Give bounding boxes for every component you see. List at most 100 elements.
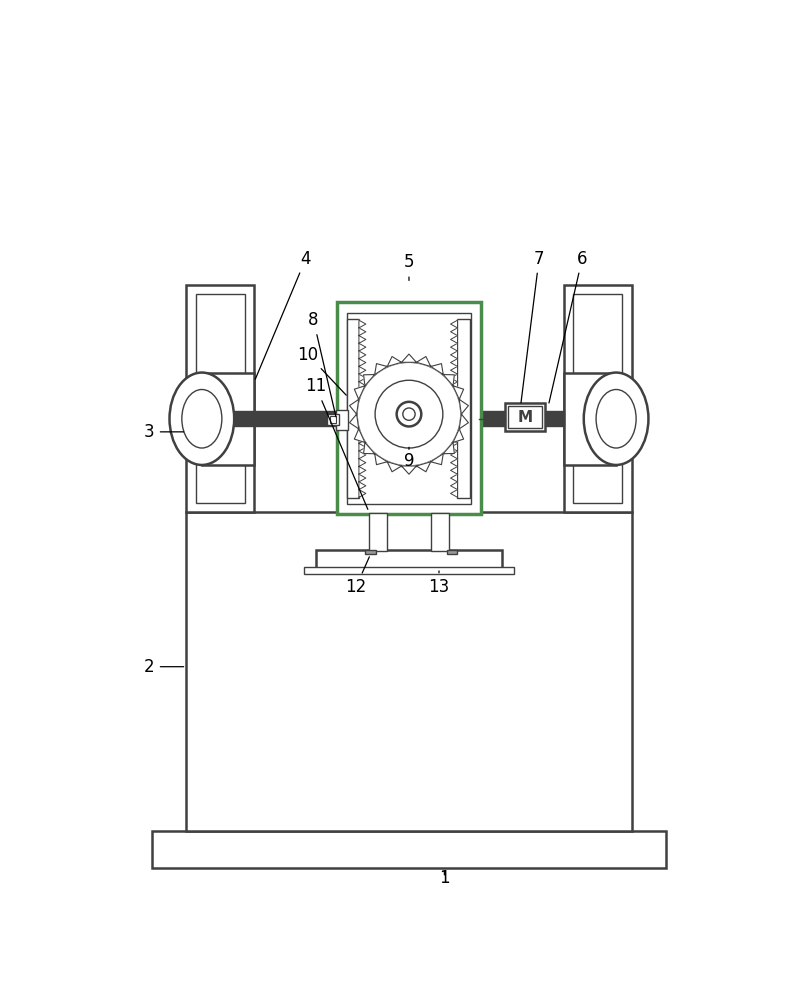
Polygon shape <box>451 389 457 397</box>
Ellipse shape <box>182 389 222 448</box>
Bar <box>369 513 387 551</box>
Bar <box>187 512 631 831</box>
Polygon shape <box>375 454 387 465</box>
Bar <box>330 416 336 423</box>
Bar <box>431 513 449 551</box>
Polygon shape <box>451 374 457 382</box>
Circle shape <box>375 380 443 448</box>
Polygon shape <box>451 320 457 328</box>
Ellipse shape <box>596 389 636 448</box>
Polygon shape <box>451 420 457 428</box>
Polygon shape <box>359 459 365 466</box>
Polygon shape <box>451 413 457 420</box>
Polygon shape <box>451 466 457 474</box>
Polygon shape <box>451 451 457 459</box>
Text: 8: 8 <box>308 311 336 417</box>
Polygon shape <box>387 462 401 472</box>
Polygon shape <box>451 459 457 466</box>
Polygon shape <box>359 336 365 343</box>
Polygon shape <box>359 328 365 336</box>
Polygon shape <box>359 359 365 366</box>
Polygon shape <box>443 442 454 454</box>
Polygon shape <box>451 428 457 436</box>
Polygon shape <box>451 405 457 413</box>
Bar <box>196 294 245 503</box>
Bar <box>316 550 502 568</box>
Bar <box>152 831 666 868</box>
Polygon shape <box>431 454 443 465</box>
Polygon shape <box>359 382 365 389</box>
Polygon shape <box>453 386 464 399</box>
Polygon shape <box>451 482 457 490</box>
Polygon shape <box>451 443 457 451</box>
Polygon shape <box>451 336 457 343</box>
Polygon shape <box>359 428 365 436</box>
Text: M: M <box>518 410 533 425</box>
Circle shape <box>357 362 461 466</box>
Polygon shape <box>359 466 365 474</box>
Polygon shape <box>459 399 468 414</box>
Polygon shape <box>459 414 468 429</box>
Ellipse shape <box>584 373 649 465</box>
Text: 5: 5 <box>404 253 414 280</box>
Polygon shape <box>359 482 365 490</box>
Polygon shape <box>387 357 401 367</box>
Bar <box>337 302 481 514</box>
Polygon shape <box>451 436 457 443</box>
Polygon shape <box>359 413 365 420</box>
Bar <box>365 550 376 554</box>
Bar <box>563 373 616 465</box>
Polygon shape <box>417 357 431 367</box>
Polygon shape <box>359 397 365 405</box>
Polygon shape <box>359 405 365 413</box>
Polygon shape <box>451 359 457 366</box>
Polygon shape <box>451 397 457 405</box>
Polygon shape <box>451 474 457 482</box>
Bar <box>336 410 348 430</box>
Polygon shape <box>359 443 365 451</box>
Polygon shape <box>350 414 359 429</box>
Bar <box>304 567 514 574</box>
Polygon shape <box>359 374 365 382</box>
Polygon shape <box>401 466 417 474</box>
Bar <box>447 550 457 554</box>
Polygon shape <box>401 354 417 362</box>
Polygon shape <box>354 386 365 399</box>
Text: 11: 11 <box>305 377 368 509</box>
Bar <box>573 294 622 503</box>
Polygon shape <box>359 389 365 397</box>
Polygon shape <box>354 429 365 442</box>
Polygon shape <box>451 351 457 359</box>
Polygon shape <box>359 436 365 443</box>
Polygon shape <box>359 366 365 374</box>
Polygon shape <box>451 490 457 497</box>
Bar <box>326 414 339 425</box>
Text: 6: 6 <box>549 250 587 403</box>
Polygon shape <box>359 420 365 428</box>
Text: 7: 7 <box>521 250 544 403</box>
Polygon shape <box>359 451 365 459</box>
Circle shape <box>397 402 421 426</box>
Polygon shape <box>359 343 365 351</box>
Polygon shape <box>359 490 365 497</box>
Polygon shape <box>359 320 365 328</box>
Polygon shape <box>451 366 457 374</box>
Polygon shape <box>451 382 457 389</box>
Polygon shape <box>375 364 387 375</box>
Bar <box>346 319 359 498</box>
Text: 1: 1 <box>439 869 450 887</box>
Bar <box>508 406 542 428</box>
Polygon shape <box>417 462 431 472</box>
Text: 9: 9 <box>404 447 414 470</box>
Bar <box>187 285 255 512</box>
Polygon shape <box>443 375 454 386</box>
Polygon shape <box>453 429 464 442</box>
Text: 13: 13 <box>429 571 449 596</box>
Polygon shape <box>451 328 457 336</box>
Polygon shape <box>364 375 375 386</box>
Text: 2: 2 <box>144 658 184 676</box>
Polygon shape <box>451 343 457 351</box>
Circle shape <box>403 408 415 420</box>
Bar <box>563 285 631 512</box>
Bar <box>202 373 255 465</box>
